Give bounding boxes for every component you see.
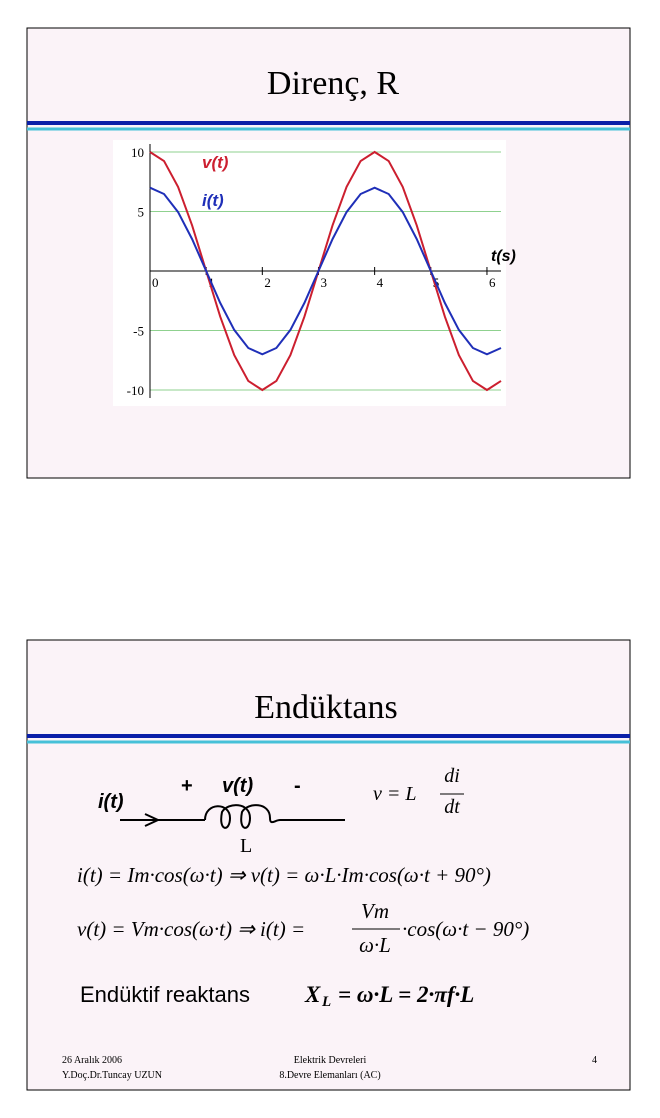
plus: + bbox=[181, 775, 193, 797]
law-den: dt bbox=[444, 796, 460, 818]
equation-den: ω·L bbox=[359, 933, 391, 957]
chart-area bbox=[113, 140, 506, 406]
x-tick-label: 6 bbox=[489, 275, 496, 290]
reactance-label: Endüktif reaktans bbox=[80, 982, 250, 1007]
law-lhs: v = L bbox=[373, 783, 417, 805]
page-number: 4 bbox=[592, 1055, 597, 1066]
footer-chapter: 8.Devre Elemanları (AC) bbox=[279, 1070, 380, 1081]
inductor bbox=[204, 804, 281, 829]
reactance-sub: L bbox=[321, 994, 331, 1010]
equation: i(t) = Im·cos(ω·t) ⇒ v(t) = ω·L·Im·cos(ω… bbox=[77, 863, 491, 887]
slide-title: Endüktans bbox=[254, 689, 398, 726]
equation: v(t) = Vm·cos(ω·t) ⇒ i(t) = bbox=[77, 917, 305, 941]
x-tick-label: 0 bbox=[152, 275, 159, 290]
legend-label: v(t) bbox=[202, 153, 229, 172]
y-tick-label: 10 bbox=[131, 145, 144, 160]
reactance-formula: = ω·L = 2·πf·L bbox=[338, 982, 474, 1007]
inductor-label: L bbox=[240, 835, 252, 857]
voltage-label: v(t) bbox=[222, 775, 253, 797]
series-line bbox=[149, 186, 502, 356]
equation: ·cos(ω·t − 90°) bbox=[402, 917, 529, 941]
reactance-symbol: X bbox=[304, 982, 321, 1007]
y-tick-label: -5 bbox=[133, 324, 144, 339]
law-num: di bbox=[444, 765, 460, 787]
footer-date: 26 Aralık 2006 bbox=[62, 1055, 122, 1066]
slide bbox=[26, 639, 631, 1091]
slide-title: Direnç, R bbox=[267, 65, 400, 102]
y-tick-label: 5 bbox=[138, 205, 145, 220]
y-tick-label: -10 bbox=[127, 383, 144, 398]
x-tick-label: 2 bbox=[264, 275, 271, 290]
legend-label: i(t) bbox=[202, 191, 224, 210]
equation-num: Vm bbox=[361, 899, 389, 923]
footer-author: Y.Doç.Dr.Tuncay UZUN bbox=[62, 1070, 162, 1081]
x-tick-label: 4 bbox=[377, 275, 384, 290]
x-axis-label: t(s) bbox=[491, 248, 516, 265]
arrow bbox=[144, 813, 161, 827]
minus: - bbox=[294, 775, 301, 797]
x-tick-label: 3 bbox=[320, 275, 327, 290]
footer-course: Elektrik Devreleri bbox=[294, 1055, 367, 1066]
current-label: i(t) bbox=[98, 791, 124, 813]
